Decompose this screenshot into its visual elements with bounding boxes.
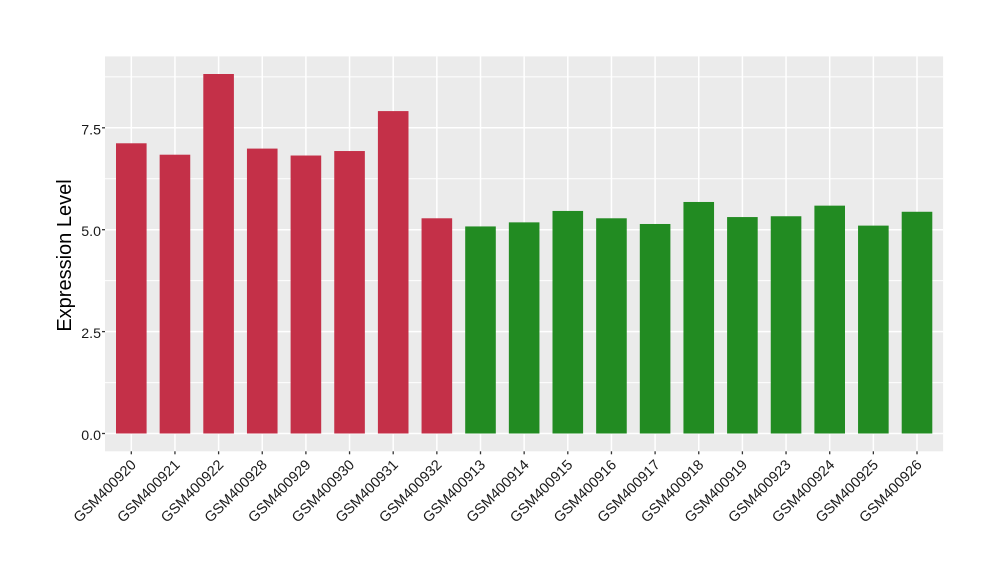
svg-text:Expression Level: Expression Level bbox=[54, 179, 76, 331]
svg-text:5.0: 5.0 bbox=[81, 224, 101, 240]
svg-text:2.5: 2.5 bbox=[81, 326, 101, 342]
svg-text:7.5: 7.5 bbox=[81, 122, 101, 138]
svg-text:0.0: 0.0 bbox=[81, 428, 101, 444]
